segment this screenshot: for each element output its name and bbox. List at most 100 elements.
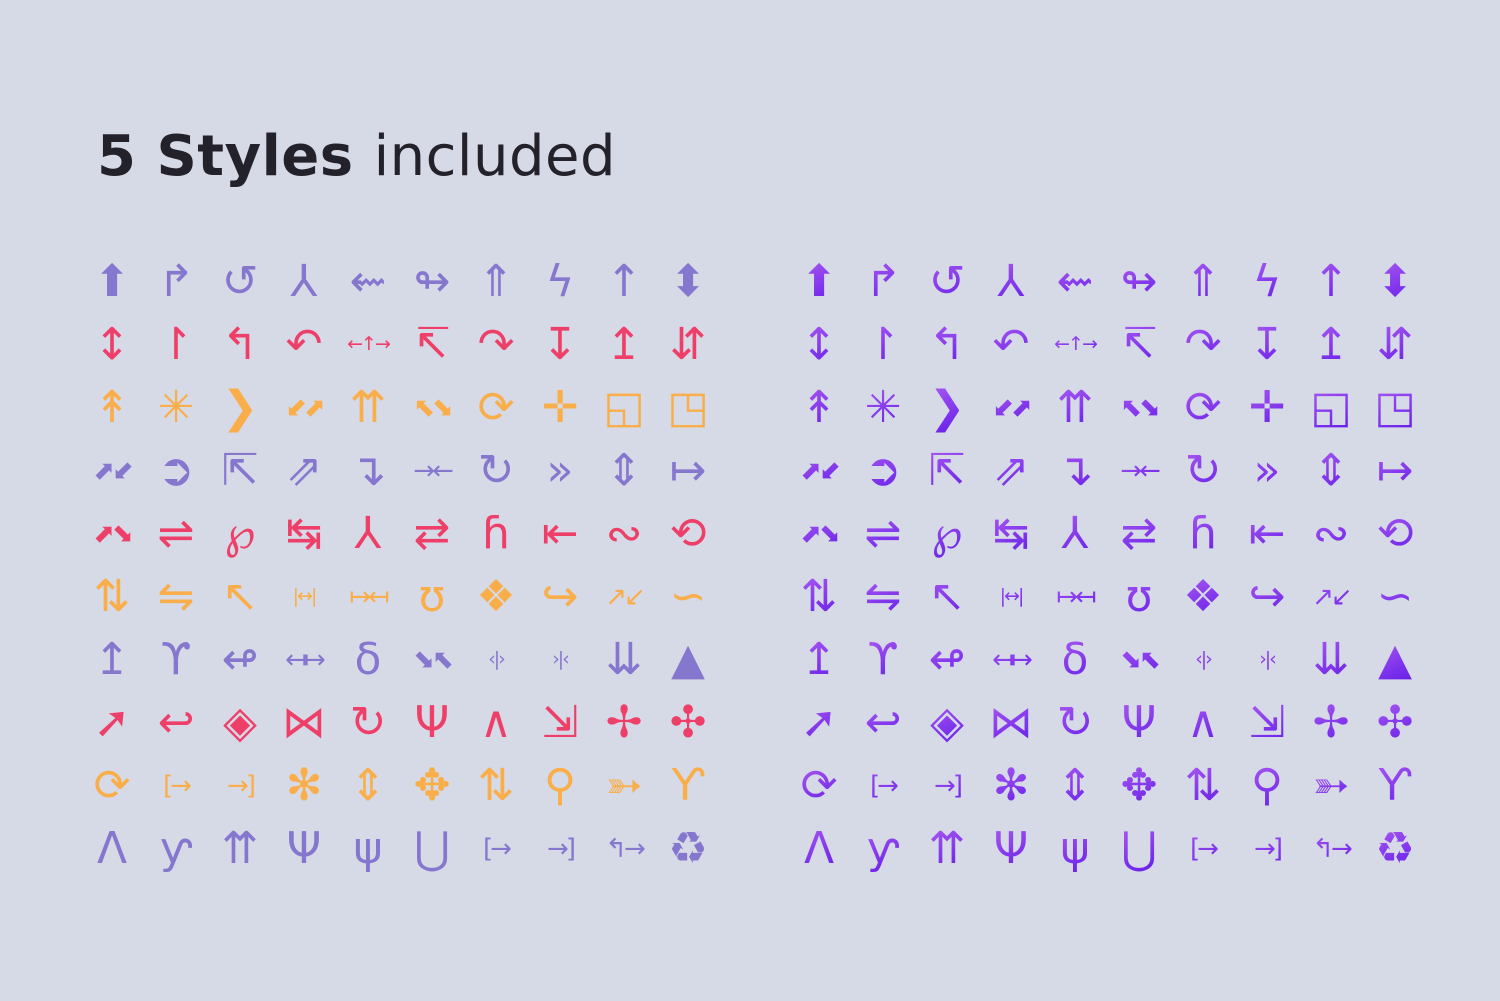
circle-arrow-right-icon: ➲ — [851, 439, 915, 502]
compress-diagonal-arrows-icon: ✻ — [285, 759, 323, 811]
move-four-way-icon: ✛ — [1235, 376, 1299, 439]
linked-arrows-icon: ∾ — [605, 507, 643, 559]
chevron-right-bold-icon: ❯ — [915, 376, 979, 439]
collapse-diagonal-icon: ⬋⬈ — [285, 392, 326, 423]
turn-down-right-icon: ↴ — [1043, 439, 1107, 502]
arrows-out-of-bar-icon: ‹|› — [488, 648, 506, 670]
recycle-arrows-icon: ♻ — [1363, 817, 1427, 880]
cross-arrows-x-icon: ⋈ — [282, 696, 326, 748]
loop-arrow-up-icon: ↬ — [1107, 250, 1171, 313]
circle-arrow-up-down-icon: ⇕ — [605, 444, 643, 496]
s-shaped-arrow-icon: ∽ — [1363, 565, 1427, 628]
arrow-up-from-circle-icon: ⚲ — [1235, 754, 1299, 817]
arrow-out-of-box-icon: ⇗ — [285, 444, 323, 496]
curved-y-split-icon: Ƴ — [671, 759, 705, 811]
merge-arrow-up-icon: ⇑ — [477, 255, 515, 307]
lane-split-up-icon: ƴ — [851, 817, 915, 880]
curve-arrow-up-right-icon: ↷ — [1171, 313, 1235, 376]
curve-arrow-right-icon: ↪ — [1235, 565, 1299, 628]
arrow-into-corner-box-icon: ⇲ — [1235, 691, 1299, 754]
vertical-arrows-circle-center-icon: ⇅ — [477, 759, 515, 811]
arrows-into-bar-icon: ›|‹ — [1235, 628, 1299, 691]
trident-arrows-up-icon: Ψ — [286, 822, 322, 874]
y-split-arrows-up-icon: ⅄ — [1043, 502, 1107, 565]
arrow-to-bar-left-icon: ⇤ — [1235, 502, 1299, 565]
crossing-arrows-icon: ⬈⬊ — [93, 518, 134, 549]
loop-arrow-clockwise-icon: ↻ — [349, 696, 387, 748]
merge-arrow-up-icon: ⇑ — [1171, 250, 1235, 313]
turn-down-right-icon: ↴ — [349, 444, 387, 496]
t-arrows-left-right-icon: ↹ — [979, 502, 1043, 565]
bracket-arrow-out-right-icon: [→ — [483, 833, 512, 864]
stair-arrow-up-left-icon: ↰ — [221, 318, 259, 370]
icon-grid-flat-colors: ⬆ ↱ ↺ ⅄ ⇜ ↬ ⇑ ϟ ↑ ⬍ ↕ ↾ ↰ ↶ ←↑→ ↸ ↷ ↧ ↥ ⇵ ↟ ✳ ❯ ⬋⬈ ⇈ ⬉⬊ ⟳ ✛ ◱ ◳ ⬈⬋ ➲ ⇱ ⇗ ↴… — [80, 250, 720, 880]
rotate-vertical-arrows-icon: ⇅ — [787, 565, 851, 628]
loop-arrow-up-icon: ↬ — [413, 255, 451, 307]
headline-included-text: included — [373, 123, 617, 189]
u-split-arrows-up-icon: ⋃ — [413, 822, 451, 874]
merge-road-up-icon: Ʌ — [96, 822, 128, 874]
curve-arrow-up-icon: ↶ — [285, 318, 323, 370]
arrow-into-box-icon: ⇱ — [915, 439, 979, 502]
loop-arrow-clockwise-icon: ↻ — [1043, 691, 1107, 754]
scroll-chevrons-vertical-icon: ⇕ — [1043, 754, 1107, 817]
zigzag-arrow-up-icon: ϟ — [545, 255, 575, 307]
arrows-into-bar-icon: ›|‹ — [552, 648, 570, 670]
merge-arch-up-icon: ∧ — [1171, 691, 1235, 754]
arrow-into-corner-box-icon: ⇲ — [541, 696, 579, 748]
s-curve-arrow-left-icon: ⇜ — [1043, 250, 1107, 313]
curve-arrow-up-icon: ↶ — [979, 313, 1043, 376]
resize-square-inward-icon: ◱ — [1299, 376, 1363, 439]
resize-square-outward-icon: ◳ — [1363, 376, 1427, 439]
trident-arrows-up-icon: Ψ — [979, 817, 1043, 880]
scroll-chevrons-vertical-icon: ⇕ — [349, 759, 387, 811]
s-curve-arrow-left-icon: ⇜ — [349, 255, 387, 307]
arrows-out-from-bar-icon: ↤↦ — [285, 644, 326, 675]
split-arrows-up-icon: ϒ — [160, 633, 192, 685]
arrow-from-bar-right-icon: ↦ — [669, 444, 707, 496]
u-turn-up-icon: ↺ — [221, 255, 259, 307]
arrows-converge-horizontal-icon: →← — [413, 455, 454, 486]
arrow-up-from-circle-icon: ⚲ — [543, 759, 577, 811]
turn-arrows-left-right-icon: ↰→ — [605, 833, 646, 864]
stair-arrow-up-left-icon: ↰ — [915, 313, 979, 376]
resize-square-inward-icon: ◱ — [603, 381, 645, 433]
arrows-from-bars-icon: ↦↤ — [1043, 565, 1107, 628]
arrow-into-bracket-right-icon: →] — [1235, 817, 1299, 880]
curve-arrow-right-icon: ↪ — [541, 570, 579, 622]
arrow-up-icon: ⬆ — [787, 250, 851, 313]
shuffle-arrows-icon: ⇌ — [157, 507, 195, 559]
focus-arrows-vertical-icon: ◈ — [915, 691, 979, 754]
zigzag-arrow-up-left-icon: ↖ — [915, 565, 979, 628]
circular-arrows-icon: ⟲ — [669, 507, 707, 559]
rotate-clockwise-icon: ↻ — [477, 444, 515, 496]
merge-lane-up-icon: ↾ — [157, 318, 195, 370]
curved-fork-arrows-up-icon: Ψ — [1107, 691, 1171, 754]
t-arrows-left-right-icon: ↹ — [285, 507, 323, 559]
double-chevron-up-icon: ↟ — [93, 381, 131, 433]
arrow-into-box-icon: ⇱ — [221, 444, 259, 496]
upload-from-tray-icon: ↥ — [605, 318, 643, 370]
u-turn-loop-up-icon: ʊ — [1107, 565, 1171, 628]
branch-arrow-up-left-icon: ↸ — [413, 318, 451, 370]
repeat-arrows-icon: ⇄ — [413, 507, 451, 559]
converge-center-dot-icon: ✣ — [1363, 691, 1427, 754]
merge-lane-up-icon: ↾ — [851, 313, 915, 376]
circle-chevrons-right-icon: » — [546, 444, 574, 496]
double-chevron-up-icon: ↟ — [787, 376, 851, 439]
hook-arrow-left-icon: ↩ — [157, 696, 195, 748]
arrow-up-down-icon: ↕ — [93, 318, 131, 370]
repeat-arrows-icon: ⇄ — [1107, 502, 1171, 565]
arrow-out-of-box-icon: ⇗ — [979, 439, 1043, 502]
double-slanted-arrows-up-icon: ⇈ — [915, 817, 979, 880]
crossing-arrows-icon: ⬈⬊ — [787, 502, 851, 565]
headline-styles-count: 5 Styles — [97, 123, 354, 189]
move-arrows-circle-center-icon: ✥ — [413, 759, 451, 811]
enter-box-arrow-right-icon: →] — [915, 754, 979, 817]
arrow-up-loop-icon: ℘ — [224, 507, 256, 559]
circular-arrows-icon: ⟲ — [1363, 502, 1427, 565]
arrow-up-thin-icon: ↑ — [1299, 250, 1363, 313]
turn-arrows-left-right-icon: ↰→ — [1299, 817, 1363, 880]
arrow-up-thin-icon: ↑ — [605, 255, 643, 307]
collapse-diagonal-icon: ⬋⬈ — [979, 376, 1043, 439]
